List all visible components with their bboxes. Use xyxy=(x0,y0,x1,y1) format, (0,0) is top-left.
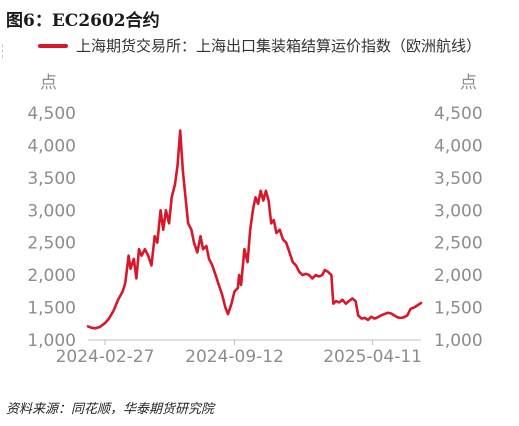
legend-swatch xyxy=(38,44,68,48)
x-tick-label: 2025-04-11 xyxy=(323,347,422,367)
y-tick-label-right: 3,000 xyxy=(434,201,483,221)
y-tick-label-left: 2,500 xyxy=(27,234,76,254)
legend-label: 上海期货交易所：上海出口集装箱结算运价指数（欧洲航线） xyxy=(76,37,482,55)
y-tick-label-left: 3,500 xyxy=(27,169,76,189)
y-tick-label-right: 3,500 xyxy=(434,169,483,189)
series-line xyxy=(86,129,423,330)
y-tick-label-right: 4,500 xyxy=(434,104,483,124)
y-axis-left: 1,000 1,500 2,000 2,500 3,000 3,500 4,000 4,500 xyxy=(27,104,76,351)
y-tick-label-left: 4,500 xyxy=(27,104,76,124)
y-tick-label-right: 4,000 xyxy=(434,136,483,156)
y-tick-label-right: 1,500 xyxy=(434,299,483,319)
y-axis-unit-left: 点 xyxy=(40,73,57,93)
y-tick-label-right: 2,500 xyxy=(434,234,483,254)
source-note: 资料来源：同花顺，华泰期货研究院 xyxy=(6,402,215,417)
chart-legend: 上海期货交易所：上海出口集装箱结算运价指数（欧洲航线） xyxy=(38,36,519,56)
y-tick-label-right: 2,000 xyxy=(434,266,483,286)
y-tick-label-right: 1,000 xyxy=(434,331,483,351)
y-tick-label-left: 4,000 xyxy=(27,136,76,156)
y-axis-unit-right: 点 xyxy=(460,73,477,93)
y-tick-label-left: 2,000 xyxy=(27,266,76,286)
x-tick-label: 2024-02-27 xyxy=(56,347,155,367)
y-tick-label-left: 1,000 xyxy=(27,331,76,351)
plot-area xyxy=(86,129,423,330)
y-tick-label-left: 1,500 xyxy=(27,299,76,319)
x-axis: 2024-02-27 2024-09-12 2025-04-11 xyxy=(56,339,422,367)
figure-title: 图6：EC2602合约 xyxy=(6,11,160,31)
x-tick-label: 2024-09-12 xyxy=(185,347,284,367)
figure-edge-marker xyxy=(2,44,5,58)
y-tick-label-left: 3,000 xyxy=(27,201,76,221)
y-axis-right: 1,000 1,500 2,000 2,500 3,000 3,500 4,000 4,500 xyxy=(434,104,483,351)
